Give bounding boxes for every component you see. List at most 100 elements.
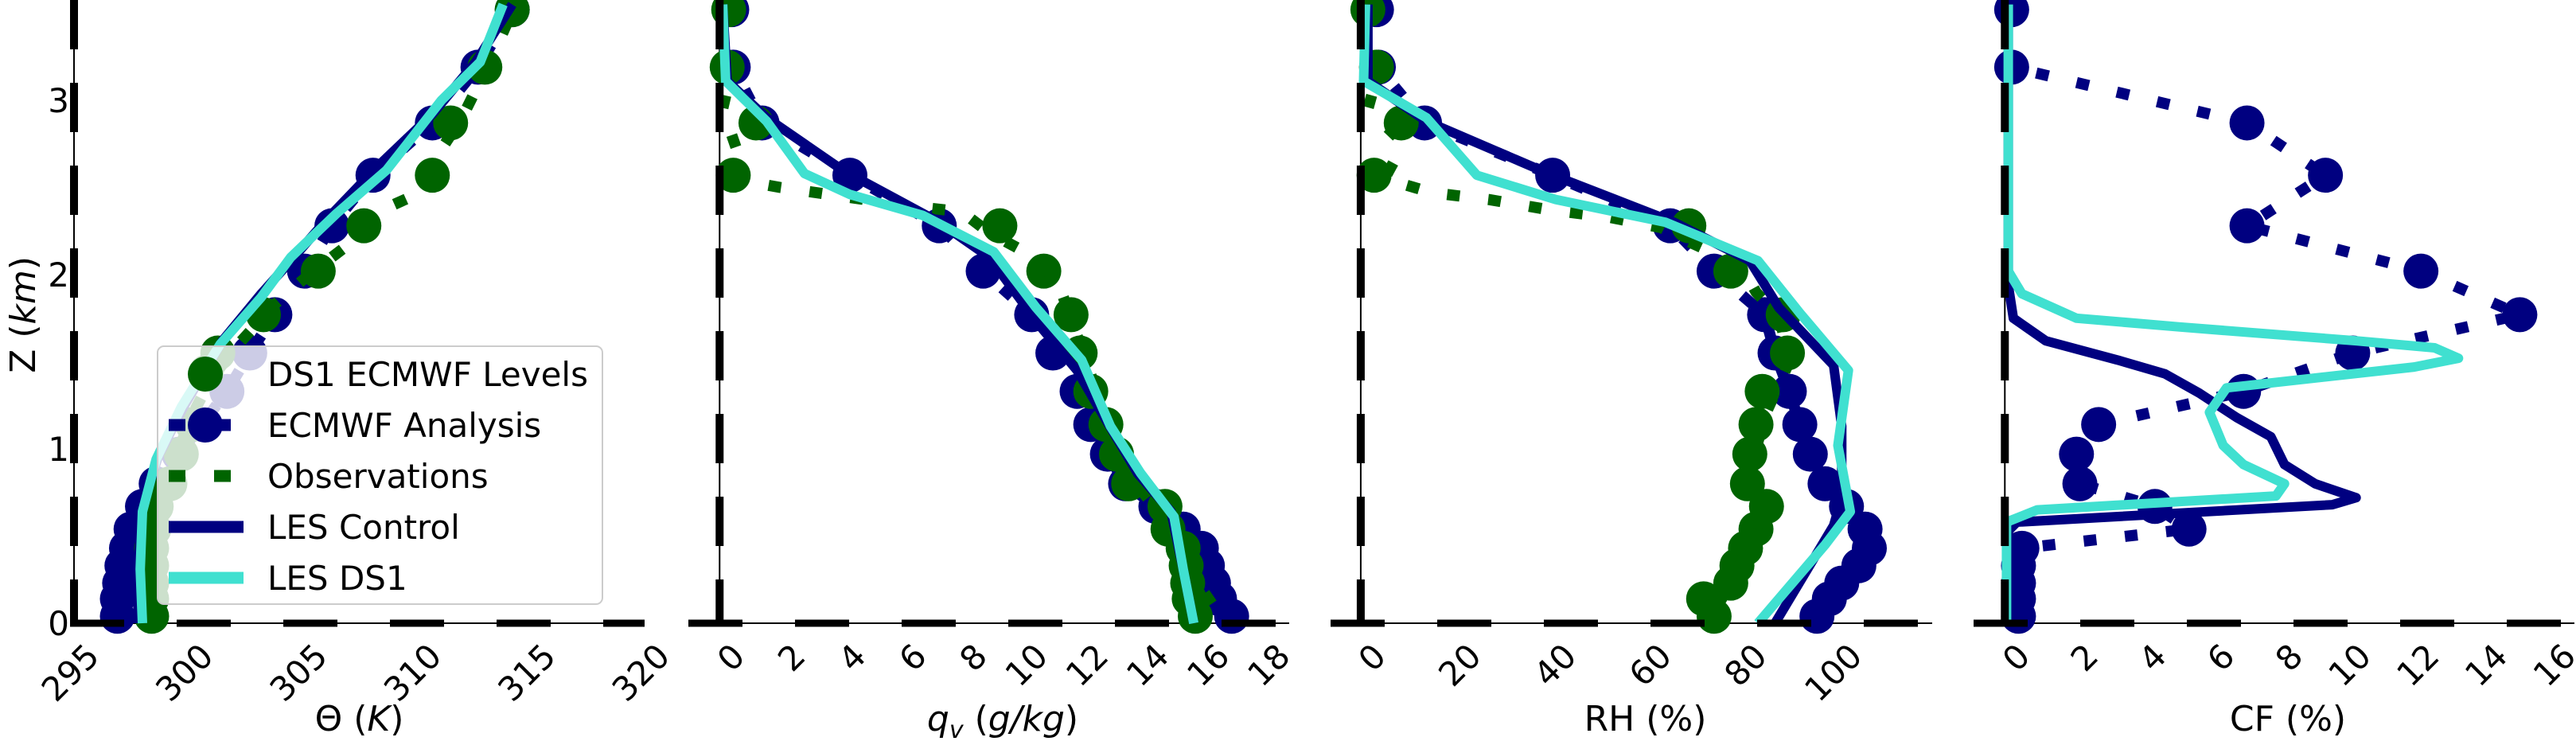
y-tick-label: 1: [48, 430, 69, 469]
legend-label: LES Control: [267, 508, 460, 547]
data-point-ds1-levels: [1696, 599, 1732, 634]
paren-open: (: [3, 324, 44, 349]
x-tick-label: 18: [1240, 636, 1297, 693]
paren-close: ): [1065, 699, 1078, 739]
data-point-ecmwf-analysis: [2229, 208, 2265, 244]
paren-close: ): [1693, 699, 1706, 739]
x-tick-label: 4: [2131, 636, 2174, 679]
x-axis-label-subscript: v: [949, 716, 965, 744]
data-point-ecmwf-analysis: [2308, 158, 2344, 193]
plot-area: [1993, 0, 2538, 634]
data-point-ecmwf-analysis: [2171, 511, 2207, 547]
series-line-observations: [1362, 13, 1795, 618]
legend-label: LES DS1: [267, 559, 407, 598]
x-tick-label: 8: [2268, 636, 2311, 679]
paren-close: ): [3, 256, 44, 270]
data-point-ecmwf-analysis: [2403, 253, 2439, 289]
plot-area: [99, 0, 530, 634]
x-tick-label: 16: [1179, 636, 1237, 693]
x-axis-label-symbol: q: [927, 699, 949, 739]
y-axis-label: Z (km): [3, 256, 44, 373]
x-axis-label-symbol: Θ: [315, 699, 343, 739]
paren-open: (: [342, 699, 367, 739]
legend-handle-marker: [188, 408, 223, 443]
paren-close: ): [2332, 699, 2346, 739]
panel-4: 0 2 4 6 8 10 12 14 16 CF (%): [1974, 0, 2576, 739]
series-line-observations: [717, 13, 1225, 621]
x-tick-label: 315: [490, 636, 563, 708]
x-tick-label: 12: [2389, 636, 2446, 693]
data-point-ecmwf-analysis: [1807, 466, 1843, 501]
x-axis-label-symbol: RH: [1584, 699, 1635, 739]
data-point-ecmwf-analysis: [1799, 599, 1835, 634]
data-point-ecmwf-analysis: [2059, 436, 2095, 472]
x-tick-label: 60: [1622, 636, 1679, 693]
x-tick-label: 10: [998, 636, 1055, 693]
x-tick-label: 0: [1995, 636, 2038, 679]
plot-area: [1350, 0, 1888, 634]
panel-2: 0 2 4 6 8 10 12 14 16 18 qv (g/kg): [688, 0, 1298, 744]
series-line-les-ds1: [1358, 4, 1856, 626]
series-line-les-ds1: [135, 2, 508, 624]
x-tick-label: 100: [1797, 636, 1869, 708]
y-tick-label: 0: [48, 604, 69, 643]
paren-close: ): [390, 699, 403, 739]
x-tick-label: 2: [770, 636, 813, 679]
x-axis-label: RH (%): [1584, 699, 1707, 739]
data-point-ecmwf-analysis: [2229, 105, 2265, 141]
panel-3: 0 20 40 60 80 100 RH (%): [1331, 0, 1932, 739]
x-tick-label: 14: [1119, 636, 1176, 693]
series-line-les-control: [718, 4, 1198, 625]
legend-entry-observations: Observations: [169, 457, 489, 496]
x-tick-label: 0: [710, 636, 753, 679]
data-point-ecmwf-analysis: [99, 599, 135, 634]
x-tick-label: 40: [1526, 636, 1584, 693]
x-tick-label: 20: [1431, 636, 1488, 693]
x-axis-label: CF (%): [2230, 699, 2346, 739]
data-point-ds1-levels: [1713, 253, 1748, 289]
legend-label: DS1 ECMWF Levels: [267, 355, 588, 394]
y-axis-label-symbol: Z: [3, 349, 44, 373]
series-line-les-ds1: [2001, 4, 2464, 623]
y-tick-label: 3: [48, 81, 69, 120]
x-axis-label: Θ (K): [315, 699, 404, 739]
x-axis-label: qv (g/kg): [927, 699, 1078, 744]
x-axis-label-symbol: CF: [2230, 699, 2274, 739]
data-point-ds1-levels: [1738, 407, 1774, 443]
series-line-les-ds1: [718, 4, 1198, 625]
legend-label: Observations: [267, 457, 489, 496]
data-point-ecmwf-analysis: [2081, 407, 2117, 443]
x-tick-label: 0: [1350, 636, 1393, 679]
legend-handle-marker: [188, 357, 223, 392]
x-tick-label: 295: [34, 636, 107, 708]
x-tick-label: 10: [2321, 636, 2378, 693]
data-point-ecmwf-analysis: [1792, 436, 1828, 472]
x-tick-label: 2: [2064, 636, 2106, 679]
data-point-ds1-levels: [1356, 158, 1392, 193]
x-tick-label: 8: [952, 636, 995, 679]
x-tick-label: 320: [605, 636, 677, 708]
x-tick-label: 6: [891, 636, 934, 679]
legend-entry-les-ds1: LES DS1: [169, 559, 407, 598]
series-line-observations: [146, 19, 513, 624]
data-point-ds1-levels: [433, 105, 469, 141]
legend-entry-ecmwf-analysis: ECMWF Analysis: [169, 406, 541, 445]
series-line-ecmwf-analysis: [2005, 10, 2526, 617]
data-point-ecmwf-analysis: [1214, 599, 1249, 634]
x-axis-label-unit: g/kg: [988, 699, 1065, 739]
data-point-ecmwf-analysis: [2502, 297, 2538, 333]
data-point-ecmwf-analysis: [1035, 335, 1071, 371]
spacer: (: [964, 699, 988, 739]
x-tick-label: 6: [2200, 636, 2243, 679]
x-tick-label: 300: [148, 636, 220, 708]
x-tick-label: 12: [1058, 636, 1116, 693]
legend-frame: [157, 345, 603, 605]
paren-open: (: [2274, 699, 2299, 739]
x-tick-label: 16: [2526, 636, 2576, 693]
plot-area: [709, 0, 1249, 634]
y-axis-label-unit: km: [3, 270, 44, 324]
legend-entry-ds1-levels: DS1 ECMWF Levels: [188, 355, 588, 394]
data-point-ecmwf-analysis: [1771, 373, 1807, 409]
paren-open: (: [1635, 699, 1659, 739]
